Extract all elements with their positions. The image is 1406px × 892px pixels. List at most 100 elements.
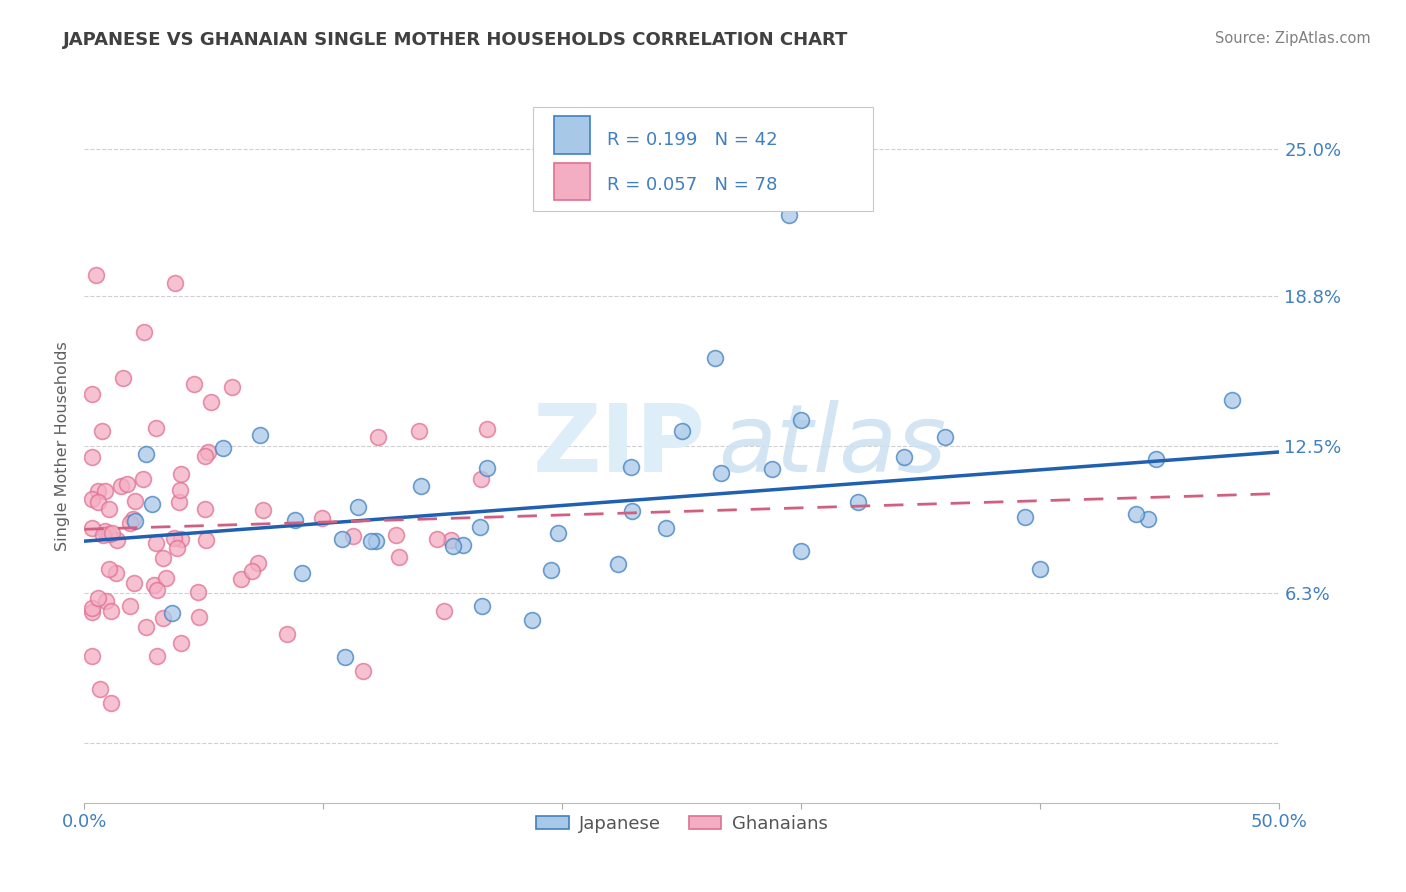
Point [200,395,222,409]
Legend: Japanese, Ghanaians: Japanese, Ghanaians [529,808,835,840]
Point [333,649,356,664]
Point [135,620,157,634]
Point [80,491,103,506]
Point [475,422,498,436]
Point [252,503,274,517]
Point [80,605,103,619]
Point [360,534,382,549]
Point [80,387,103,401]
Point [135,447,157,461]
Point [346,500,368,514]
Point [443,539,465,553]
Point [115,476,138,491]
Point [440,533,463,547]
Point [433,604,456,618]
Point [167,495,190,509]
Point [112,371,135,385]
Point [104,566,127,580]
Point [143,578,166,592]
Point [145,582,167,597]
Point [426,533,449,547]
Point [187,584,209,599]
Point [170,467,193,481]
Point [330,532,353,546]
Point [194,450,217,464]
Point [163,276,186,290]
Point [654,520,676,534]
Point [80,648,103,663]
Text: R = 0.057   N = 78: R = 0.057 N = 78 [606,176,778,194]
Point [120,599,142,614]
Point [1144,452,1167,467]
Point [761,462,783,476]
Point [710,466,733,480]
Point [170,635,193,649]
Point [477,460,499,475]
Point [364,534,387,549]
Point [94,524,117,538]
Point [94,484,117,499]
Point [121,512,143,526]
Point [195,533,218,547]
Y-axis label: Single Mother Households: Single Mother Households [55,341,70,551]
Point [80,521,103,535]
Point [170,532,193,546]
Text: ZIP: ZIP [533,400,706,492]
Point [607,557,630,571]
Point [105,533,128,548]
Point [162,531,184,545]
Point [367,430,389,444]
Point [471,599,494,613]
Point [97,526,120,541]
Point [246,556,269,570]
Point [212,441,235,455]
Point [94,594,117,608]
Point [468,520,491,534]
Text: JAPANESE VS GHANAIAN SINGLE MOTHER HOUSEHOLDS CORRELATION CHART: JAPANESE VS GHANAIAN SINGLE MOTHER HOUSE… [63,31,849,49]
Bar [554,117,591,153]
Point [470,472,492,486]
Point [620,460,643,475]
Text: R = 0.199   N = 42: R = 0.199 N = 42 [606,131,778,149]
Point [276,626,298,640]
Point [145,648,167,663]
Point [1136,512,1159,526]
Point [124,514,146,528]
Point [408,425,430,439]
Point [90,425,112,439]
Point [311,511,333,525]
Point [145,421,167,435]
Point [87,494,110,508]
Point [162,606,184,620]
Point [779,208,801,222]
Point [166,541,188,555]
Point [122,575,145,590]
Point [240,565,263,579]
Point [352,664,374,678]
Point [411,479,433,493]
Point [620,504,643,518]
Text: atlas: atlas [718,401,946,491]
Point [124,493,146,508]
Point [188,610,211,624]
Point [547,525,569,540]
Point [540,563,562,577]
Point [152,550,174,565]
Point [89,681,111,696]
Point [132,472,155,486]
Point [86,483,108,498]
Point [703,351,725,365]
Point [283,513,305,527]
Point [846,495,869,509]
Point [118,516,141,531]
FancyBboxPatch shape [533,107,873,211]
Point [110,479,132,493]
Point [1014,510,1036,524]
Point [80,450,103,464]
Point [291,566,314,580]
Point [101,525,124,540]
Point [893,450,915,464]
Point [145,536,167,550]
Point [86,268,108,282]
Point [1125,507,1147,521]
